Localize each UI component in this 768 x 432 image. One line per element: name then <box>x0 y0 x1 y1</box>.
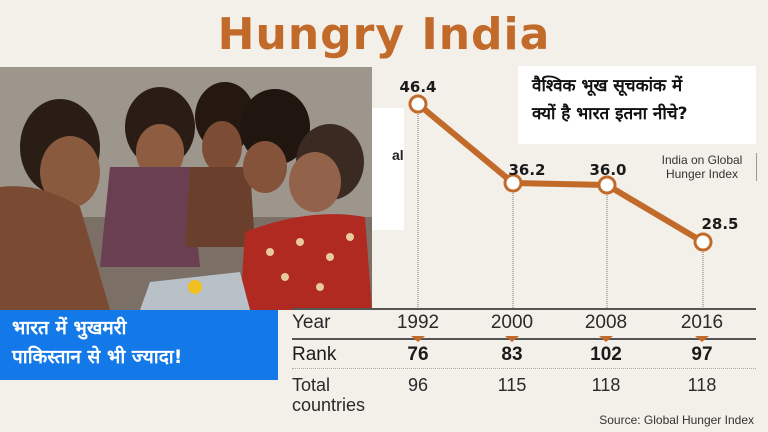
question-line-2: क्यों है भारत इतना नीचे? <box>532 104 688 124</box>
rank-header: Rank <box>292 344 337 365</box>
total-countries-header: Total countries <box>292 375 365 415</box>
value-label-2000: 36.2 <box>508 161 545 179</box>
data-point-2000 <box>503 173 523 193</box>
rank-cell: 83 <box>501 344 523 365</box>
total-header-line-2: countries <box>292 395 366 415</box>
caption-line-1: India on Global <box>661 153 743 167</box>
year-cell: 2008 <box>584 312 628 333</box>
banner-line-2: पाकिस्तान से भी ज्यादा! <box>12 346 183 368</box>
caption-line-2: Hunger Index <box>665 167 739 181</box>
year-row: Year 1992 2000 2008 2016 <box>292 308 756 340</box>
total-countries-row: Total countries 96 115 118 118 <box>292 369 756 419</box>
data-point-1992 <box>408 94 428 114</box>
total-cell: 96 <box>407 375 429 395</box>
rank-row: Rank 76 83 102 97 <box>292 336 756 369</box>
source-note: Source: Global Hunger Index <box>599 413 754 427</box>
pointer-icon <box>599 336 613 342</box>
ghi-data-table: Year 1992 2000 2008 2016 Rank 76 83 102 … <box>292 308 756 419</box>
page-title: Hungry India <box>217 9 551 60</box>
hindi-headline-banner: भारत में भुखमरी पाकिस्तान से भी ज्यादा! <box>0 310 278 380</box>
total-cell: 118 <box>591 375 621 395</box>
total-cell: 118 <box>687 375 717 395</box>
pointer-icon <box>505 336 519 342</box>
value-label-2016: 28.5 <box>701 215 738 233</box>
question-line-1: वैश्विक भूख सूचकांक में <box>532 76 683 96</box>
year-header: Year <box>292 312 331 333</box>
chart-caption: India on Global Hunger Index <box>648 153 757 181</box>
partial-label: al <box>392 147 404 163</box>
hindi-question-box: वैश्विक भूख सूचकांक में क्यों है भारत इत… <box>518 66 756 144</box>
data-point-2016 <box>693 232 713 252</box>
banner-line-1: भारत में भुखमरी <box>12 317 127 339</box>
year-cell: 2000 <box>490 312 534 333</box>
rank-cell: 76 <box>407 344 429 365</box>
total-header-line-1: Total <box>292 375 331 395</box>
white-panel <box>372 108 404 230</box>
pointer-icon <box>695 336 709 342</box>
year-cell: 1992 <box>396 312 440 333</box>
ghi-line-chart: 46.4 36.2 36.0 28.5 <box>399 78 739 308</box>
data-point-2008 <box>597 175 617 195</box>
rank-cell: 97 <box>691 344 713 365</box>
value-label-1992: 46.4 <box>399 78 436 96</box>
children-photo <box>0 67 372 310</box>
rank-cell: 102 <box>590 344 622 365</box>
pointer-icon <box>411 336 425 342</box>
value-label-2008: 36.0 <box>589 161 626 179</box>
total-cell: 115 <box>497 375 527 395</box>
year-cell: 2016 <box>680 312 724 333</box>
